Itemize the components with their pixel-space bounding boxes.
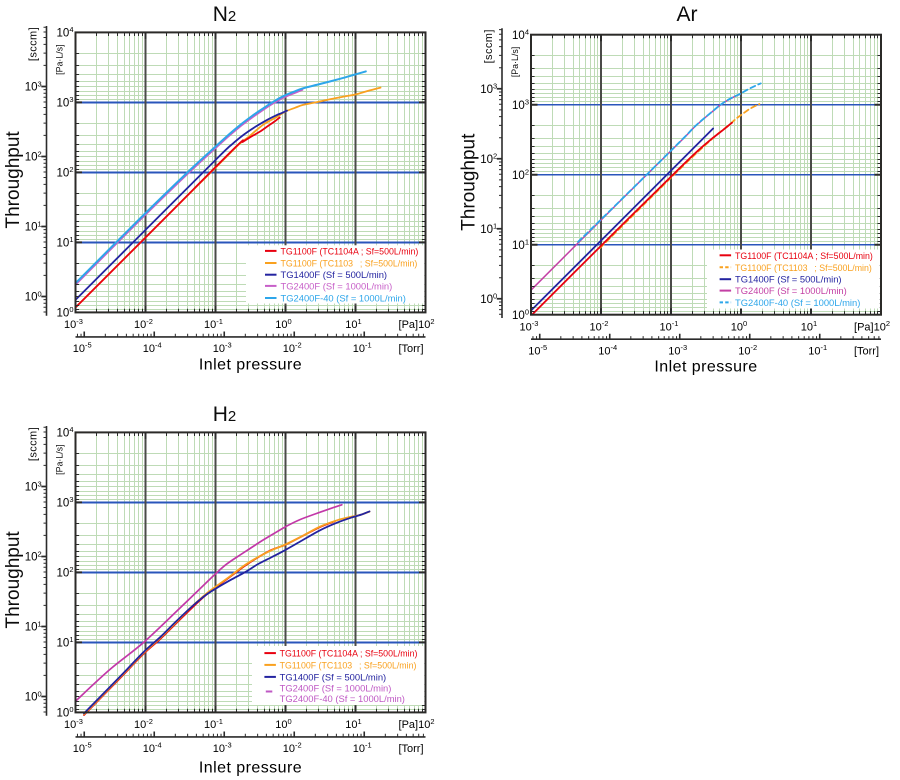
svg-text:103: 103 — [57, 95, 74, 109]
svg-text:102: 102 — [480, 152, 497, 166]
svg-text:TG2400F (Sf = 1000L/min): TG2400F (Sf = 1000L/min) — [280, 683, 392, 694]
svg-text:TG1100F (TC1104A ; Sf=500L/min: TG1100F (TC1104A ; Sf=500L/min) — [281, 246, 419, 256]
svg-text:TG1400F (Sf = 500L/min): TG1400F (Sf = 500L/min) — [281, 269, 388, 280]
svg-text:[Pa·L/s]: [Pa·L/s] — [55, 445, 65, 475]
svg-text:101: 101 — [25, 619, 42, 633]
svg-text:TG1400F (Sf = 500L/min): TG1400F (Sf = 500L/min) — [280, 671, 387, 682]
svg-text:Ar: Ar — [677, 3, 698, 26]
svg-text:101: 101 — [57, 635, 74, 649]
svg-text:[Torr]: [Torr] — [854, 345, 879, 357]
svg-text:102: 102 — [57, 165, 74, 179]
svg-text:100: 100 — [480, 292, 497, 306]
svg-text:103: 103 — [57, 495, 74, 509]
svg-text:[Pa]102: [Pa]102 — [854, 319, 890, 333]
svg-text:Throughput: Throughput — [3, 531, 24, 629]
svg-text:100: 100 — [57, 705, 74, 719]
svg-text:H2: H2 — [213, 403, 237, 426]
svg-text:[Pa]102: [Pa]102 — [399, 317, 435, 331]
svg-text:TG2400F-40 (Sf = 1000L/min): TG2400F-40 (Sf = 1000L/min) — [280, 693, 405, 704]
svg-text:104: 104 — [57, 425, 74, 439]
svg-text:102: 102 — [25, 149, 42, 163]
svg-text:[Pa]102: [Pa]102 — [399, 717, 435, 731]
svg-text:101: 101 — [25, 219, 42, 233]
svg-text:[Pa·L/s]: [Pa·L/s] — [510, 47, 520, 77]
svg-text:TG1100F (TC1103 ; Sf=500L/mi: TG1100F (TC1103 ; Sf=500L/min) — [281, 259, 418, 269]
svg-text:TG1100F (TC1103 ; Sf=500L/mi: TG1100F (TC1103 ; Sf=500L/min) — [280, 660, 417, 670]
svg-text:Inlet pressure: Inlet pressure — [654, 359, 757, 376]
svg-text:100: 100 — [25, 289, 42, 303]
svg-text:[Torr]: [Torr] — [398, 743, 423, 755]
svg-text:103: 103 — [480, 82, 497, 96]
svg-text:100: 100 — [57, 305, 74, 319]
svg-text:101: 101 — [57, 235, 74, 249]
svg-text:Inlet pressure: Inlet pressure — [199, 759, 302, 776]
svg-text:[Pa·L/s]: [Pa·L/s] — [55, 45, 65, 75]
svg-text:TG1100F (TC1104A ; Sf=500L/min: TG1100F (TC1104A ; Sf=500L/min) — [735, 251, 873, 261]
svg-text:103: 103 — [25, 79, 42, 93]
svg-text:TG2400F-40 (Sf = 1000L/min): TG2400F-40 (Sf = 1000L/min) — [735, 297, 860, 308]
svg-text:Throughput: Throughput — [459, 133, 480, 231]
svg-text:102: 102 — [57, 565, 74, 579]
svg-text:102: 102 — [512, 168, 529, 182]
svg-text:101: 101 — [512, 238, 529, 252]
svg-text:100: 100 — [512, 308, 529, 322]
svg-text:TG2400F (Sf = 1000L/min): TG2400F (Sf = 1000L/min) — [281, 280, 393, 291]
svg-text:103: 103 — [512, 98, 529, 112]
svg-text:104: 104 — [57, 25, 74, 39]
svg-text:TG2400F-40 (Sf = 1000L/min): TG2400F-40 (Sf = 1000L/min) — [281, 293, 406, 304]
svg-text:104: 104 — [512, 28, 529, 42]
svg-text:[sccm]: [sccm] — [27, 27, 39, 61]
svg-text:TG1400F (Sf = 500L/min): TG1400F (Sf = 500L/min) — [735, 274, 842, 285]
svg-text:[Torr]: [Torr] — [398, 343, 423, 355]
svg-text:102: 102 — [25, 549, 42, 563]
svg-text:N2: N2 — [213, 3, 237, 26]
svg-text:[sccm]: [sccm] — [27, 427, 39, 461]
svg-text:101: 101 — [480, 222, 497, 236]
svg-text:Throughput: Throughput — [3, 131, 24, 229]
svg-text:Inlet pressure: Inlet pressure — [199, 356, 302, 373]
svg-text:TG1100F (TC1103 ; Sf=500L/mi: TG1100F (TC1103 ; Sf=500L/min) — [735, 263, 872, 273]
svg-text:TG2400F (Sf = 1000L/min): TG2400F (Sf = 1000L/min) — [735, 285, 847, 296]
svg-text:103: 103 — [25, 479, 42, 493]
svg-text:100: 100 — [25, 689, 42, 703]
svg-text:[sccm]: [sccm] — [483, 29, 495, 63]
svg-text:TG1100F (TC1104A ; Sf=500L/min: TG1100F (TC1104A ; Sf=500L/min) — [280, 649, 418, 659]
